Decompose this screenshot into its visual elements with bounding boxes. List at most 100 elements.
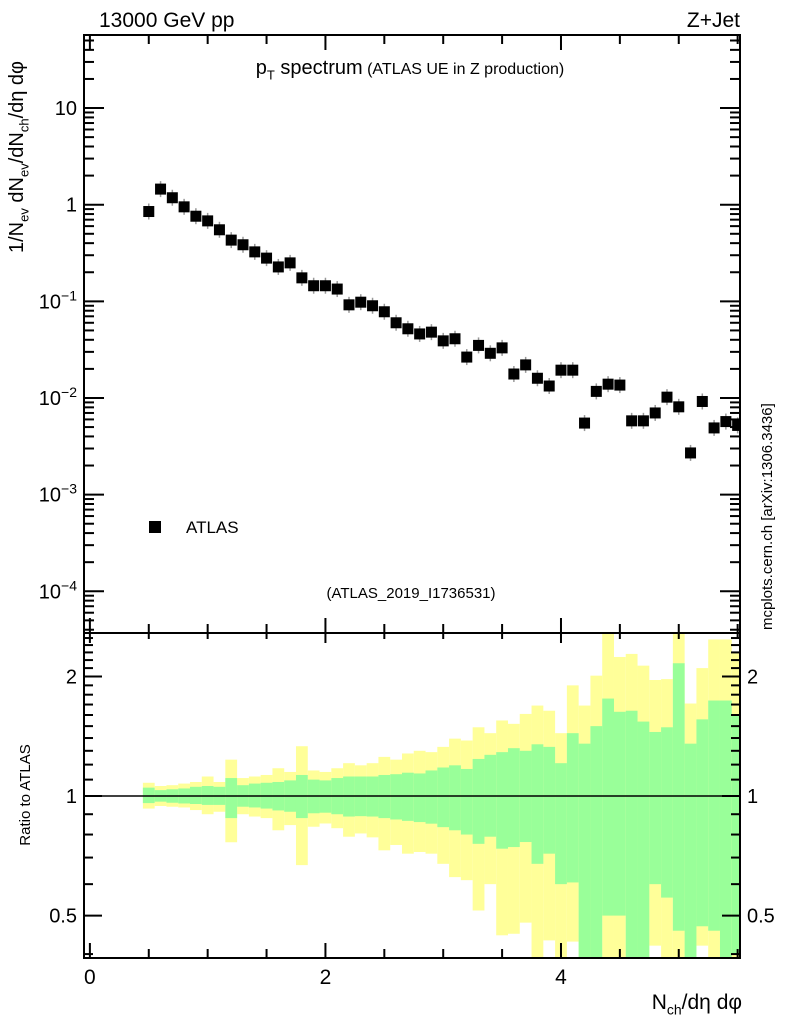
- header-energy-label: 13000 GeV pp: [99, 9, 234, 32]
- ratio-band-inner: [613, 711, 626, 916]
- ratio-band-inner: [566, 733, 579, 883]
- data-point-marker: [732, 419, 740, 431]
- y-tick-label: 10: [55, 98, 77, 120]
- data-point-marker: [390, 317, 402, 329]
- ratio-band-inner: [460, 768, 473, 835]
- data-point-marker: [720, 416, 732, 428]
- data-point-marker: [155, 183, 167, 195]
- ratio-axis-title: Ratio to ATLAS: [17, 744, 34, 845]
- data-point-marker: [696, 395, 708, 407]
- data-point-marker: [166, 192, 178, 204]
- data-point-marker: [237, 239, 249, 251]
- x-axis-title: Nch/dη dφ: [652, 991, 742, 1018]
- data-point-marker: [626, 415, 638, 427]
- data-point-marker: [579, 417, 591, 429]
- data-point-marker: [637, 415, 649, 427]
- data-point-marker: [567, 364, 579, 376]
- data-point-marker: [425, 326, 437, 338]
- x-tick-label: 0: [84, 966, 96, 989]
- data-point-marker: [708, 422, 720, 434]
- x-tick-label: 2: [320, 966, 332, 989]
- data-point-marker: [461, 351, 473, 363]
- ratio-band-inner: [684, 743, 697, 958]
- data-point-marker: [484, 347, 496, 359]
- data-point-marker: [614, 379, 626, 391]
- spectrum-data-group: [143, 181, 740, 461]
- data-point-marker: [661, 391, 673, 403]
- data-point-marker: [649, 407, 661, 419]
- data-point-marker: [143, 206, 155, 218]
- ratio-tick-label-left: 0.5: [49, 906, 77, 928]
- y-tick-label: 10−1: [39, 287, 77, 313]
- data-point-marker: [249, 246, 261, 258]
- y-tick-label: 1: [66, 195, 77, 217]
- ratio-band-inner: [719, 700, 732, 958]
- ratio-band-inner: [425, 770, 438, 824]
- data-point-marker: [378, 306, 390, 318]
- data-point-marker: [225, 234, 237, 246]
- ratio-band-inner: [507, 748, 520, 848]
- data-point-marker: [685, 447, 697, 459]
- data-point-marker: [602, 378, 614, 390]
- data-point-marker: [402, 323, 414, 335]
- ratio-band-inner: [413, 773, 426, 823]
- data-point-marker: [319, 280, 331, 292]
- data-point-marker: [473, 339, 485, 351]
- analysis-id-annotation: (ATLAS_2019_I1736531): [326, 585, 495, 602]
- data-point-marker: [590, 385, 602, 397]
- ratio-band-inner: [661, 727, 673, 898]
- ratio-band-inner: [625, 710, 638, 958]
- y-tick-label: 10−3: [39, 481, 77, 507]
- plot-title: pT spectrum (ATLAS UE in Z production): [256, 57, 564, 82]
- data-point-marker: [414, 328, 426, 340]
- ratio-band-inner: [531, 744, 544, 864]
- ratio-band-inner: [672, 663, 685, 931]
- data-point-marker: [190, 210, 202, 222]
- ratio-tick-label-left: 2: [66, 667, 77, 689]
- axis-ticks-group: [84, 35, 740, 958]
- ratio-band-inner: [496, 752, 508, 849]
- ratio-band-inner: [225, 778, 238, 819]
- ratio-tick-label-right: 2: [747, 667, 758, 689]
- ratio-band-inner: [590, 726, 603, 958]
- watermark-text: mcplots.cern.ch [arXiv:1306.3436]: [759, 403, 776, 630]
- data-point-marker: [543, 380, 555, 392]
- y-tick-label: 10−4: [39, 577, 77, 603]
- ratio-band-inner: [449, 765, 461, 831]
- data-point-marker: [272, 261, 284, 273]
- header-process-label: Z+Jet: [687, 9, 740, 32]
- data-point-marker: [284, 257, 296, 269]
- legend-marker: [149, 521, 161, 533]
- ratio-band-inner: [543, 746, 556, 854]
- data-point-marker: [673, 401, 685, 413]
- ratio-band-inner: [602, 698, 614, 916]
- data-point-marker: [520, 359, 532, 371]
- ratio-tick-label-right: 0.5: [747, 906, 775, 928]
- data-point-marker: [508, 368, 520, 380]
- data-point-marker: [555, 364, 567, 376]
- y-axis-title: 1/Nev dNev/dNch/dη dφ: [6, 61, 31, 253]
- ratio-band-inner: [696, 719, 709, 927]
- data-point-marker: [355, 296, 367, 308]
- data-point-marker: [261, 252, 273, 264]
- legend-label: ATLAS: [186, 518, 239, 537]
- data-point-marker: [496, 342, 508, 354]
- data-point-marker: [202, 215, 214, 227]
- ratio-tick-label-right: 1: [747, 786, 758, 808]
- data-point-marker: [308, 280, 320, 292]
- data-point-marker: [343, 299, 355, 311]
- x-tick-label: 4: [555, 966, 567, 989]
- data-point-marker: [531, 372, 543, 384]
- data-point-marker: [178, 201, 190, 213]
- data-point-marker: [437, 335, 449, 347]
- data-point-marker: [367, 300, 379, 312]
- ratio-band-inner: [390, 774, 402, 820]
- ratio-band-inner: [555, 763, 567, 885]
- ratio-band-inner: [637, 721, 650, 958]
- data-point-marker: [213, 224, 225, 236]
- ratio-band-inner: [437, 767, 450, 828]
- y-tick-label: 10−2: [39, 384, 77, 410]
- data-point-marker: [331, 283, 343, 295]
- data-point-marker: [296, 272, 308, 284]
